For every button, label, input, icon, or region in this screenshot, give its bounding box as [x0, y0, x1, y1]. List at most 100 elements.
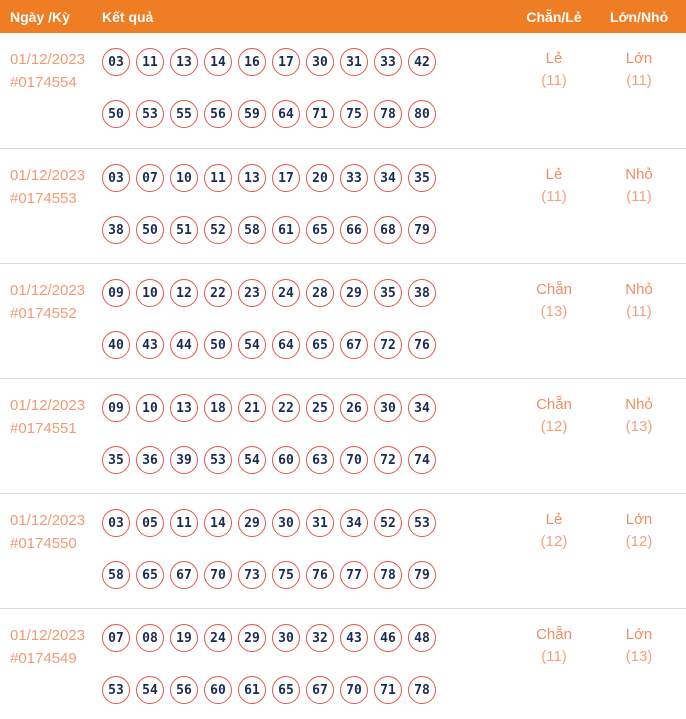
lottery-ball: 56	[170, 676, 198, 704]
even-odd-result: Chẵn	[536, 281, 572, 298]
even-odd-cell: Chẵn (13)	[498, 279, 610, 378]
lottery-ball: 13	[170, 48, 198, 76]
draw-id: #0174549	[10, 650, 77, 667]
lottery-ball: 70	[340, 676, 368, 704]
lottery-ball: 30	[306, 48, 334, 76]
lottery-ball: 66	[340, 216, 368, 244]
even-odd-count: (11)	[541, 648, 567, 665]
result-row: 01/12/2023 #0174553 03 07 10 11 13 17 20 33 34 35…	[0, 148, 686, 263]
result-row: 01/12/2023 #0174550 03 05 11 14 29 30 31 34 52 53…	[0, 493, 686, 608]
numbers-line-2: 50 53 55 56 59 64 71 75 78 80	[102, 100, 498, 128]
big-small-result: Lớn	[625, 511, 653, 528]
lottery-ball: 25	[306, 394, 334, 422]
lottery-ball: 61	[272, 216, 300, 244]
lottery-ball: 26	[340, 394, 368, 422]
result-numbers-cell: 03 05 11 14 29 30 31 34 52 53 58 65 67 70 73 75 76 77 78 7…	[100, 509, 498, 608]
even-odd-cell: Lẻ (12)	[498, 509, 610, 608]
lottery-ball: 60	[204, 676, 232, 704]
lottery-ball: 21	[238, 394, 266, 422]
lottery-ball: 03	[102, 509, 130, 537]
lottery-ball: 36	[136, 446, 164, 474]
draw-id: #0174552	[10, 305, 77, 322]
big-small-cell: Lớn (12)	[610, 509, 686, 608]
lottery-ball: 12	[170, 279, 198, 307]
header-result: Kết quả	[102, 8, 154, 25]
lottery-ball: 76	[408, 331, 436, 359]
lottery-ball: 55	[170, 100, 198, 128]
lottery-ball: 64	[272, 331, 300, 359]
numbers-line-1: 03 11 13 14 16 17 30 31 33 42	[102, 48, 498, 76]
big-small-count: (12)	[625, 533, 653, 550]
lottery-ball: 29	[238, 509, 266, 537]
lottery-ball: 34	[340, 509, 368, 537]
lottery-ball: 48	[408, 624, 436, 652]
lottery-ball: 03	[102, 48, 130, 76]
even-odd-cell: Chẵn (12)	[498, 394, 610, 493]
lottery-ball: 43	[340, 624, 368, 652]
lottery-ball: 71	[306, 100, 334, 128]
result-numbers-cell: 09 10 13 18 21 22 25 26 30 34 35 36 39 53 54 60 63 70 72 7…	[100, 394, 498, 493]
lottery-ball: 09	[102, 394, 130, 422]
lottery-ball: 56	[204, 100, 232, 128]
lottery-ball: 50	[102, 100, 130, 128]
even-odd-result: Lẻ	[545, 166, 563, 183]
numbers-line-1: 03 07 10 11 13 17 20 33 34 35	[102, 164, 498, 192]
lottery-ball: 19	[170, 624, 198, 652]
lottery-ball: 22	[204, 279, 232, 307]
lottery-ball: 35	[374, 279, 402, 307]
big-small-result: Lớn	[625, 626, 653, 643]
lottery-ball: 78	[408, 676, 436, 704]
big-small-cell: Nhỏ (11)	[610, 279, 686, 378]
big-small-cell: Lớn (11)	[610, 48, 686, 148]
even-odd-result: Chẵn	[536, 396, 572, 413]
lottery-ball: 17	[272, 48, 300, 76]
big-small-result: Nhỏ	[625, 396, 653, 413]
numbers-line-2: 40 43 44 50 54 64 65 67 72 76	[102, 331, 498, 359]
lottery-ball: 72	[374, 446, 402, 474]
numbers-line-2: 58 65 67 70 73 75 76 77 78 79	[102, 561, 498, 589]
big-small-cell: Lớn (13)	[610, 624, 686, 719]
lottery-ball: 13	[170, 394, 198, 422]
lottery-ball: 11	[170, 509, 198, 537]
lottery-ball: 17	[272, 164, 300, 192]
lottery-ball: 28	[306, 279, 334, 307]
lottery-ball: 79	[408, 216, 436, 244]
lottery-ball: 72	[374, 331, 402, 359]
draw-id: #0174551	[10, 420, 77, 437]
numbers-line-1: 09 10 13 18 21 22 25 26 30 34	[102, 394, 498, 422]
result-row: 01/12/2023 #0174549 07 08 19 24 29 30 32 43 46 48…	[0, 608, 686, 719]
big-small-result: Nhỏ	[625, 166, 653, 183]
numbers-line-1: 09 10 12 22 23 24 28 29 35 38	[102, 279, 498, 307]
lottery-ball: 54	[238, 446, 266, 474]
lottery-ball: 54	[136, 676, 164, 704]
lottery-ball: 53	[408, 509, 436, 537]
numbers-line-2: 53 54 56 60 61 65 67 70 71 78	[102, 676, 498, 704]
big-small-result: Nhỏ	[625, 281, 653, 298]
lottery-ball: 42	[408, 48, 436, 76]
lottery-ball: 58	[102, 561, 130, 589]
big-small-count: (11)	[626, 72, 652, 89]
lottery-ball: 68	[374, 216, 402, 244]
table-header: Ngày /Kỳ Kết quả Chẵn/Lẻ Lớn/Nhỏ	[0, 0, 686, 33]
result-numbers-cell: 03 11 13 14 16 17 30 31 33 42 50 53 55 56 59 64 71 75 78 8…	[100, 48, 498, 148]
draw-id: #0174550	[10, 535, 77, 552]
lottery-ball: 67	[170, 561, 198, 589]
date-period-cell: 01/12/2023 #0174553	[0, 164, 100, 263]
lottery-ball: 03	[102, 164, 130, 192]
header-date-period: Ngày /Kỳ	[10, 8, 70, 25]
draw-date: 01/12/2023	[10, 397, 86, 414]
lottery-ball: 31	[306, 509, 334, 537]
draw-id: #0174553	[10, 190, 77, 207]
lottery-ball: 11	[136, 48, 164, 76]
draw-id: #0174554	[10, 74, 77, 91]
lottery-ball: 24	[204, 624, 232, 652]
lottery-ball: 29	[340, 279, 368, 307]
lottery-ball: 05	[136, 509, 164, 537]
lottery-ball: 77	[340, 561, 368, 589]
lottery-ball: 30	[272, 624, 300, 652]
lottery-ball: 65	[306, 216, 334, 244]
numbers-line-2: 38 50 51 52 58 61 65 66 68 79	[102, 216, 498, 244]
lottery-ball: 43	[136, 331, 164, 359]
date-period-cell: 01/12/2023 #0174551	[0, 394, 100, 493]
